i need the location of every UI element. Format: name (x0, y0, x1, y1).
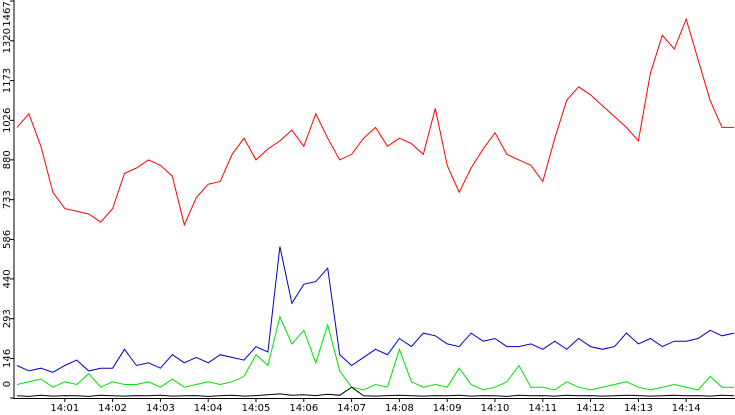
y-tick-label: 0 (2, 381, 13, 387)
series-line (16, 246, 735, 373)
y-tick-label: 440 (2, 269, 13, 288)
x-tick-label: 14:11 (528, 403, 557, 414)
x-tick-label: 14:12 (576, 403, 605, 414)
y-tick-label: 586 (2, 230, 13, 249)
x-tick-label: 14:14 (672, 403, 701, 414)
x-tick-label: 14:01 (50, 403, 79, 414)
series-line (16, 386, 735, 397)
y-tick-label: 146 (2, 349, 13, 368)
x-tick-label: 14:09 (433, 403, 462, 414)
y-tick-label: 1467 (2, 1, 13, 26)
y-tick-label: 733 (2, 190, 13, 209)
x-tick-label: 14:04 (194, 403, 223, 414)
y-tick-label: 293 (2, 309, 13, 328)
x-tick-label: 14:06 (289, 403, 318, 414)
y-tick-label: 1320 (2, 28, 13, 53)
x-tick-label: 14:02 (98, 403, 127, 414)
series-line (16, 315, 734, 391)
x-tick-label: 14:13 (624, 403, 653, 414)
series-line (16, 17, 734, 227)
y-tick-label: 1026 (2, 108, 13, 133)
x-tick-label: 14:10 (481, 403, 510, 414)
x-tick-label: 14:07 (337, 403, 366, 414)
x-tick-label: 14:03 (146, 403, 175, 414)
y-tick-label: 1173 (2, 68, 13, 93)
x-tick-label: 14:05 (242, 403, 271, 414)
y-tick-label: 880 (2, 150, 13, 169)
x-tick-label: 14:08 (385, 403, 414, 414)
